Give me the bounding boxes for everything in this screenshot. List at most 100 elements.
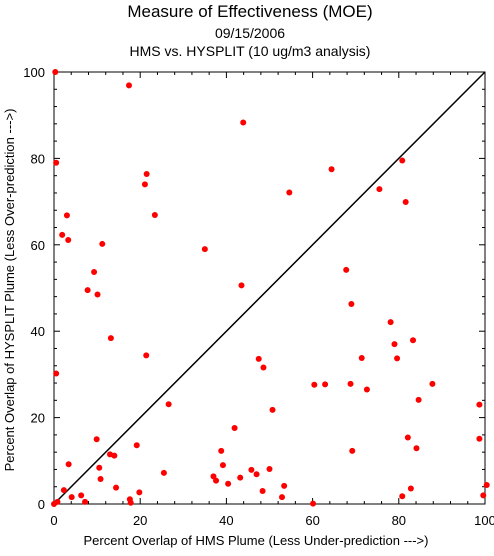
data-point (483, 481, 490, 488)
data-point (286, 189, 293, 196)
data-point (94, 291, 101, 298)
chart-date: 09/15/2006 (215, 25, 285, 41)
data-point (151, 211, 158, 218)
data-point (480, 492, 487, 499)
data-point (281, 482, 288, 489)
data-point (260, 364, 267, 371)
data-point (231, 424, 238, 431)
data-point (402, 199, 409, 206)
y-tick-label: 100 (23, 65, 45, 80)
data-point (310, 500, 317, 507)
data-point (96, 464, 103, 471)
data-point (248, 466, 255, 473)
data-point (165, 401, 172, 408)
data-point (404, 434, 411, 441)
data-point (429, 380, 436, 387)
data-point (97, 475, 104, 482)
data-points-layer (51, 69, 490, 507)
data-point (218, 447, 225, 454)
data-point (415, 396, 422, 403)
data-point (210, 473, 217, 480)
data-point (84, 287, 91, 294)
data-point (225, 480, 232, 487)
data-point (143, 352, 150, 359)
data-point (322, 381, 329, 388)
data-point (99, 240, 106, 247)
data-point (160, 469, 167, 476)
data-point (111, 452, 118, 459)
data-point (347, 380, 354, 387)
data-point (399, 493, 406, 500)
data-point (259, 488, 266, 495)
reference-line-layer (53, 71, 486, 505)
data-point (60, 487, 67, 494)
chart-title: Measure of Effectiveness (MOE) (127, 2, 372, 21)
data-point (219, 462, 226, 469)
data-point (476, 435, 483, 442)
data-point (59, 231, 66, 238)
data-point (68, 494, 75, 501)
data-point (127, 499, 134, 506)
data-point (253, 471, 260, 478)
data-point (311, 381, 318, 388)
y-tick-label: 20 (31, 411, 45, 426)
data-point (107, 335, 114, 342)
data-point (93, 436, 100, 443)
y-tick-label: 80 (31, 151, 45, 166)
data-point (399, 157, 406, 164)
data-point (278, 494, 285, 501)
data-point (65, 461, 72, 468)
data-point (53, 370, 60, 377)
y-axis: 0 20 40 60 80 100 (23, 65, 485, 512)
data-point (407, 485, 414, 492)
data-point (113, 484, 120, 491)
data-point (266, 466, 273, 473)
data-point (63, 212, 70, 219)
data-point (125, 82, 132, 89)
data-point (54, 498, 61, 505)
data-point (238, 282, 245, 289)
data-point (413, 445, 420, 452)
data-point (136, 489, 143, 496)
data-point (476, 401, 483, 408)
data-point (65, 237, 72, 244)
data-point (141, 181, 148, 188)
x-axis-label: Percent Overlap of HMS Plume (Less Under… (84, 533, 429, 548)
x-tick-label: 40 (219, 513, 233, 528)
x-tick-label: 80 (392, 513, 406, 528)
data-point (240, 119, 247, 126)
data-point (387, 319, 394, 326)
x-tick-label: 60 (305, 513, 319, 528)
data-point (52, 69, 59, 75)
data-point (143, 170, 150, 177)
data-point (410, 337, 417, 344)
one-to-one-reference-line (53, 71, 486, 505)
data-point (343, 266, 350, 273)
data-point (237, 474, 244, 481)
y-tick-label: 40 (31, 324, 45, 339)
data-point (349, 447, 356, 454)
chart-subtitle: HMS vs. HYSPLIT (10 ug/m3 analysis) (130, 43, 371, 59)
data-point (82, 498, 89, 505)
data-point (201, 246, 208, 253)
y-axis-label: Percent Overlap of HYSPLIT Plume (Less O… (2, 109, 17, 472)
x-tick-label: 20 (133, 513, 147, 528)
data-point (363, 386, 370, 393)
data-point (133, 442, 140, 449)
y-tick-label: 60 (31, 238, 45, 253)
data-point (213, 477, 220, 484)
data-point (358, 354, 365, 361)
data-point (328, 166, 335, 173)
y-tick-label: 0 (38, 497, 45, 512)
data-point (394, 355, 401, 362)
data-point (348, 300, 355, 307)
data-point (391, 341, 398, 348)
plot-area-frame (53, 71, 486, 505)
x-tick-label: 0 (50, 513, 57, 528)
data-point (376, 186, 383, 193)
x-axis: 0 20 40 60 80 100 (50, 72, 494, 528)
data-point (78, 492, 85, 499)
data-point (269, 406, 276, 413)
